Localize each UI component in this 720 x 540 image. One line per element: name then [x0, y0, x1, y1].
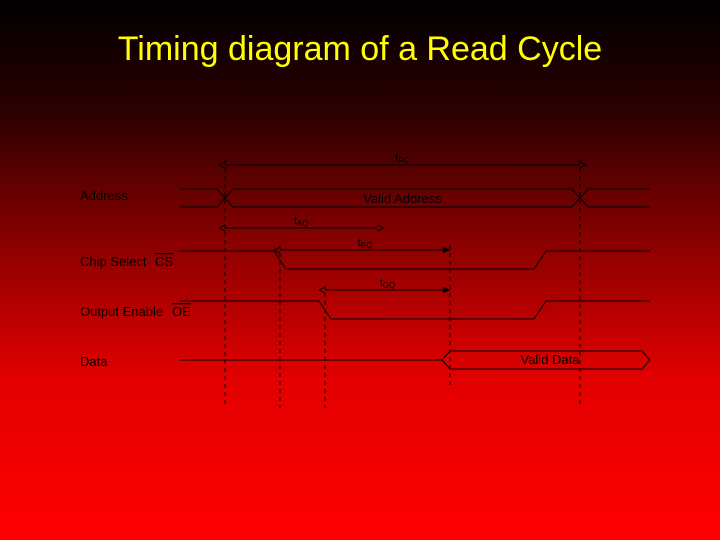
svg-text:tRC: tRC [395, 152, 410, 165]
svg-text:Chip Select: Chip Select [80, 254, 147, 269]
svg-text:tAQ: tAQ [294, 215, 309, 228]
row-oe: Output Enable OE [80, 301, 650, 319]
svg-text:OE: OE [172, 304, 191, 319]
svg-text:CS: CS [155, 254, 173, 269]
svg-text:Valid Data: Valid Data [520, 352, 580, 367]
row-cs: Chip Select CS [80, 251, 650, 269]
timing-diagram: Address Valid Address Chip Select CS Out… [0, 0, 720, 540]
svg-text:Output Enable: Output Enable [80, 304, 163, 319]
svg-text:Valid Address: Valid Address [363, 191, 442, 206]
slide-background: Timing diagram of a Read Cycle Address [0, 0, 720, 540]
svg-text:Address: Address [80, 188, 128, 203]
row-data: Data Valid Data [80, 351, 650, 369]
svg-text:tEQ: tEQ [358, 237, 373, 250]
svg-text:Data: Data [80, 354, 108, 369]
row-address: Address Valid Address [80, 188, 650, 207]
svg-text:tGQ: tGQ [380, 277, 396, 290]
